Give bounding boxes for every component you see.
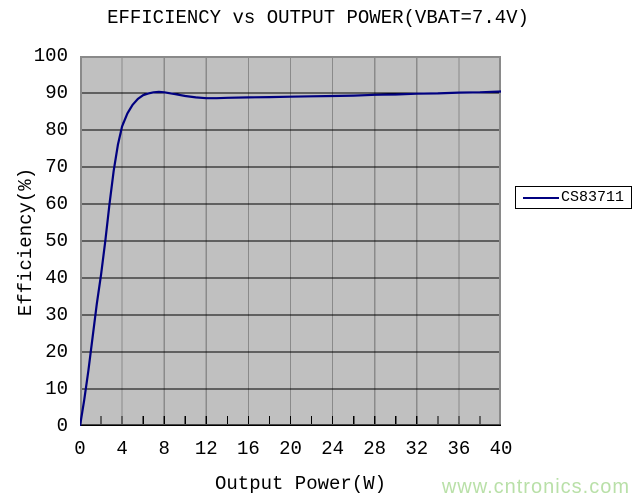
x-tick-label: 20 — [279, 438, 302, 460]
y-tick-label: 50 — [45, 230, 68, 252]
y-tick-label: 20 — [45, 341, 68, 363]
x-tick-label: 12 — [194, 438, 218, 460]
plot-area — [80, 56, 501, 426]
watermark: www.cntronics.com — [441, 476, 630, 498]
x-tick-label: 40 — [489, 438, 513, 460]
legend-series-label: CS83711 — [561, 189, 625, 206]
x-tick-label: 32 — [405, 438, 429, 460]
y-tick-label: 60 — [45, 193, 68, 215]
x-tick-label: 4 — [116, 438, 128, 460]
y-tick-label: 100 — [33, 45, 68, 67]
x-tick-label: 16 — [236, 438, 260, 460]
legend-box: CS83711 — [515, 186, 632, 209]
x-tick-label: 28 — [363, 438, 387, 460]
legend-line-swatch-icon — [523, 196, 559, 199]
y-tick-label: 30 — [45, 304, 68, 326]
chart-title: EFFICIENCY vs OUTPUT POWER(VBAT=7.4V) — [107, 7, 529, 29]
y-tick-label: 90 — [45, 82, 68, 104]
x-tick-label: 36 — [447, 438, 471, 460]
y-tick-label: 40 — [45, 267, 68, 289]
x-tick-label: 8 — [158, 438, 170, 460]
y-tick-label: 10 — [45, 378, 68, 400]
y-tick-label: 80 — [45, 119, 68, 141]
y-tick-label: 70 — [45, 156, 68, 178]
x-tick-label: 0 — [74, 438, 86, 460]
y-tick-label: 0 — [56, 415, 68, 437]
x-tick-label: 24 — [321, 438, 344, 460]
x-axis-title: Output Power(W) — [214, 473, 387, 495]
